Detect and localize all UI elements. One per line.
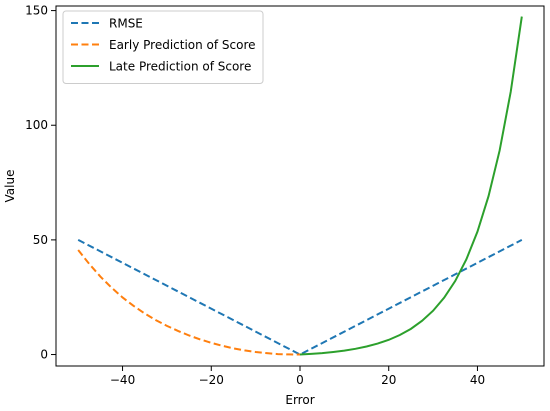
x-tick-label: 40: [470, 373, 485, 387]
y-tick-label: 150: [25, 4, 48, 18]
series-line-early-prediction-of-score: [77, 249, 301, 356]
y-axis-ticks: 0 50 100 150: [25, 4, 56, 362]
legend-label: Late Prediction of Score: [109, 60, 251, 74]
series-line-rmse: [77, 239, 523, 356]
legend: RMSE Early Prediction of Score Late Predic…: [62, 10, 264, 84]
legend-label: Early Prediction of Score: [109, 38, 256, 52]
x-tick-label: −20: [199, 373, 224, 387]
x-tick-label: −40: [110, 373, 135, 387]
y-tick-label: 100: [25, 118, 48, 132]
x-axis-ticks: −40 −20 0 20 40: [110, 366, 485, 387]
plot-content: [77, 16, 523, 356]
legend-box: [62, 10, 264, 84]
y-tick-label: 50: [33, 233, 48, 247]
legend-label: RMSE: [109, 17, 143, 31]
x-axis-label: Error: [285, 393, 314, 407]
x-tick-label: 0: [296, 373, 304, 387]
y-tick-label: 0: [40, 348, 48, 362]
series-line-late-prediction-of-score: [299, 16, 523, 356]
x-tick-label: 20: [381, 373, 396, 387]
y-axis-label: Value: [3, 170, 17, 203]
